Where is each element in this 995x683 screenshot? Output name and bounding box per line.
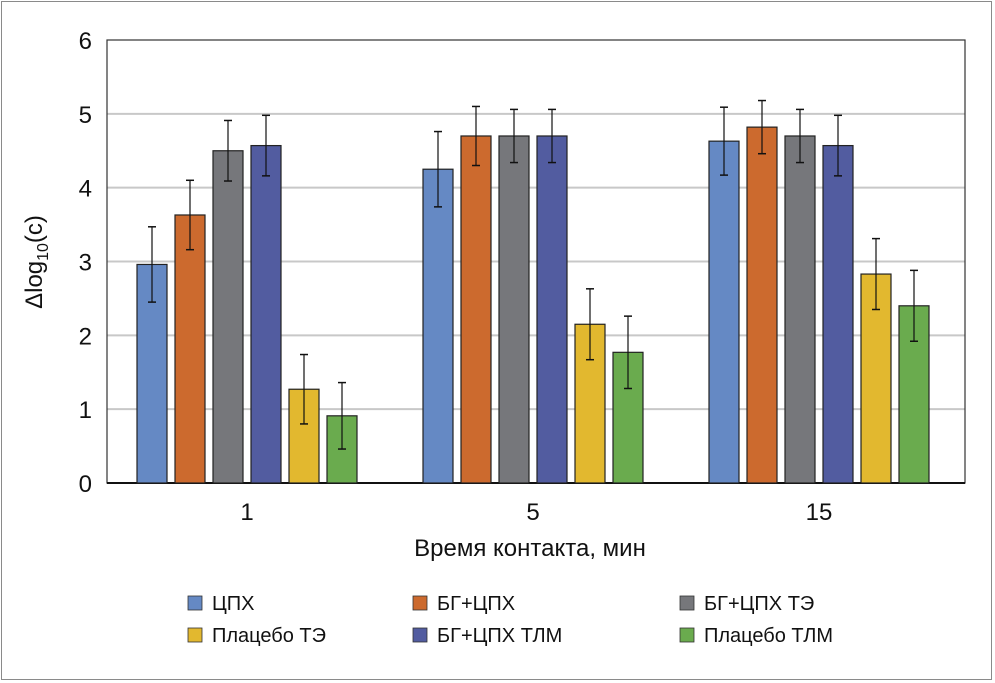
legend-item: БГ+ЦПХ (412, 593, 515, 615)
y-tick-label: 3 (79, 250, 92, 277)
error-bar (472, 105, 480, 167)
error-bar (148, 226, 156, 303)
legend-item: БГ+ЦПХ ТЛМ (412, 625, 562, 647)
error-bar (872, 237, 880, 311)
x-axis-label: Время контакта, мин (414, 535, 646, 562)
y-tick-label: 5 (79, 102, 92, 129)
legend-label: БГ+ЦПХ ТЛМ (437, 625, 562, 647)
bars (136, 99, 930, 484)
bar (784, 135, 816, 484)
error-bar (758, 99, 766, 155)
bar (498, 135, 530, 484)
y-tick-label: 0 (79, 471, 92, 498)
error-bar (262, 114, 270, 177)
legend: ЦПХ БГ+ЦПХ БГ+ЦПХ ТЭ Плацебо ТЭ БГ+ЦПХ ТЛМ Пл… (187, 593, 833, 647)
bar (460, 135, 492, 484)
y-tick-label: 1 (79, 397, 92, 424)
x-tick-label: 1 (240, 499, 253, 526)
error-bar (624, 315, 632, 390)
legend-item: ЦПХ (187, 593, 255, 615)
bar (708, 140, 740, 484)
legend-swatch (412, 627, 428, 643)
legend-item: Плацебо ТЛМ (679, 625, 833, 647)
legend-item: Плацебо ТЭ (187, 625, 326, 647)
gridlines (106, 39, 966, 484)
legend-item: БГ+ЦПХ ТЭ (679, 593, 814, 615)
legend-label: Плацебо ТЭ (212, 625, 326, 647)
bar (746, 126, 778, 484)
x-tick-labels: 1 5 15 (240, 499, 832, 526)
error-bar (224, 119, 232, 182)
y-tick-label: 2 (79, 323, 92, 350)
error-bar (586, 288, 594, 361)
legend-label: БГ+ЦПХ (437, 593, 515, 615)
x-tick-label: 15 (806, 499, 833, 526)
error-bar (720, 106, 728, 176)
legend-label: БГ+ЦПХ ТЭ (704, 593, 814, 615)
bar (250, 144, 282, 484)
legend-label: Плацебо ТЛМ (704, 625, 833, 647)
error-bar (434, 130, 442, 208)
bar (212, 150, 244, 484)
error-bar (548, 108, 556, 164)
error-bar (186, 179, 194, 251)
error-bar (300, 353, 308, 425)
y-axis-label: Δlog10(c) (21, 215, 52, 309)
y-tick-labels: 0 1 2 3 4 5 6 (79, 28, 92, 498)
y-tick-label: 6 (79, 28, 92, 55)
bar (536, 135, 568, 484)
bar (422, 168, 454, 484)
y-tick-label: 4 (79, 176, 92, 203)
legend-swatch (679, 627, 695, 643)
bar (822, 144, 854, 484)
bar (174, 214, 206, 484)
legend-swatch (679, 595, 695, 611)
legend-swatch (412, 595, 428, 611)
error-bar (796, 108, 804, 164)
error-bar (338, 381, 346, 450)
error-bar (834, 114, 842, 177)
x-tick-label: 5 (526, 499, 539, 526)
legend-swatch (187, 627, 203, 643)
legend-label: ЦПХ (212, 593, 255, 615)
error-bar (510, 108, 518, 164)
error-bar (910, 269, 918, 342)
legend-swatch (187, 595, 203, 611)
